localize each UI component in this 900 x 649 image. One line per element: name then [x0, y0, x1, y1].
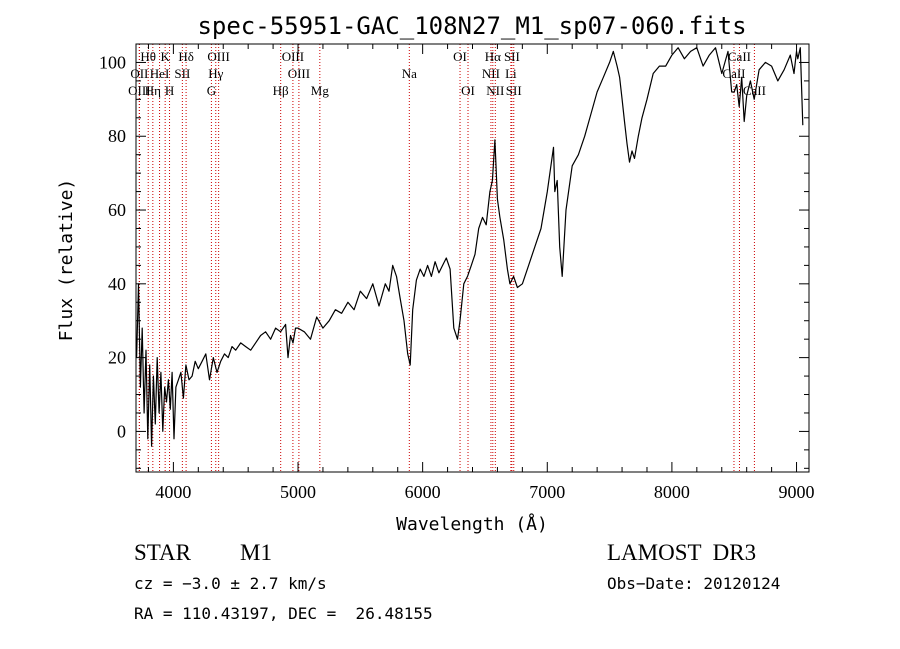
- spectral-line-label: Li: [505, 66, 517, 81]
- redshift-cz: cz = −3.0 ± 2.7 km/s: [134, 574, 327, 593]
- object-subclass: M1: [240, 540, 272, 565]
- x-tick-label: 5000: [280, 482, 316, 502]
- spectral-line-label: Hη: [145, 83, 161, 98]
- y-tick-label: 80: [108, 126, 126, 146]
- spectral-line-label: Hδ: [178, 49, 194, 64]
- spectral-line-label: Hβ: [273, 83, 289, 98]
- spectral-line-label: G: [207, 83, 216, 98]
- chart-title: spec-55951-GAC_108N27_M1_sp07-060.fits: [197, 12, 746, 40]
- spectral-line-label: SII: [174, 66, 190, 81]
- y-tick-label: 100: [99, 52, 126, 72]
- x-tick-label: 6000: [405, 482, 441, 502]
- x-tick-label: 8000: [654, 482, 690, 502]
- spectral-line-label: HeI: [150, 66, 170, 81]
- spectral-line-label: NII: [486, 83, 504, 98]
- x-tick-label: 4000: [155, 482, 191, 502]
- spectral-line-label: CaII: [728, 49, 751, 64]
- object-type: STAR: [134, 540, 191, 565]
- spectral-line-label: Hα: [485, 49, 501, 64]
- spectral-line-label: OI: [453, 49, 467, 64]
- spectrum-line: [136, 47, 804, 447]
- spectral-line-label: Mg: [311, 83, 330, 98]
- spectral-line-label: OIII: [128, 83, 150, 98]
- spectral-line-label: Hγ: [208, 66, 223, 81]
- spectral-line-label: Na: [402, 66, 417, 81]
- y-tick-label: 0: [117, 421, 126, 441]
- spectral-line-label: SII: [504, 49, 520, 64]
- spectral-line-label: K: [160, 49, 170, 64]
- spectral-line-markers: [138, 44, 755, 472]
- spectral-line-label: OIII: [207, 49, 229, 64]
- spectral-line-label: NII: [482, 66, 500, 81]
- x-tick-label: 9000: [779, 482, 815, 502]
- axis-ticks: 4000 5000 6000 7000 8000 9000 0 20 40 60 80 100: [99, 44, 815, 502]
- spectral-line-label: OI: [461, 83, 475, 98]
- survey-name: LAMOST DR3: [607, 540, 757, 565]
- spectral-line-label: OII: [130, 66, 148, 81]
- spectral-line-label: Hθ: [140, 49, 156, 64]
- spectral-line-label: H: [165, 83, 174, 98]
- observation-date: Obs−Date: 20120124: [607, 574, 781, 593]
- spectral-line-label: OIII: [288, 66, 310, 81]
- coordinates: RA = 110.43197, DEC = 26.48155: [134, 604, 433, 623]
- y-tick-label: 40: [108, 274, 126, 294]
- spectral-line-label: OIII: [282, 49, 304, 64]
- spectrum-series: [136, 47, 804, 447]
- spectral-line-label: SII: [506, 83, 522, 98]
- x-tick-label: 7000: [529, 482, 565, 502]
- y-axis-label: Flux (relative): [56, 179, 77, 342]
- plot-frame: [135, 43, 810, 473]
- spectral-line-label: CaII: [722, 66, 745, 81]
- x-axis-label: Wavelength (Å): [396, 513, 548, 535]
- y-tick-label: 20: [108, 348, 126, 368]
- y-tick-label: 60: [108, 200, 126, 220]
